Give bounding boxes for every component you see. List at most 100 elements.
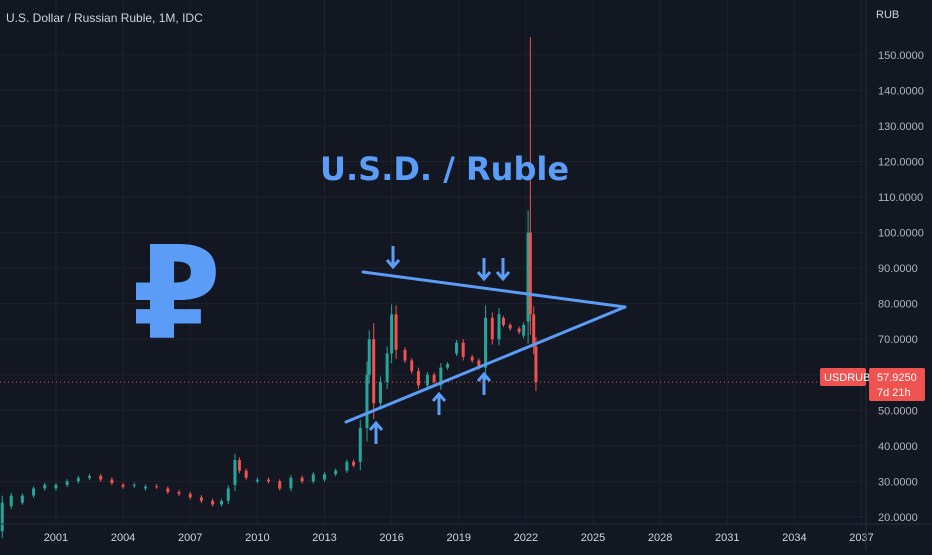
candle (365, 361, 369, 442)
x-tick-label: 2016 (379, 532, 403, 544)
x-tick-label: 2034 (782, 532, 806, 544)
candle-body (432, 374, 436, 382)
candle (470, 354, 474, 363)
upper-trendline (361, 270, 627, 309)
candle-body (454, 342, 458, 354)
candle (490, 312, 494, 345)
x-tick-label: 2010 (245, 532, 269, 544)
candle-body (508, 324, 512, 329)
y-tick-label: 80.0000 (878, 299, 918, 311)
candle-body (490, 317, 494, 340)
candle-body (410, 360, 414, 372)
candle (76, 475, 80, 484)
x-tick-label: 2007 (178, 532, 202, 544)
candle (410, 357, 414, 374)
candle (497, 308, 501, 346)
candle (416, 367, 420, 389)
candle-body (439, 367, 443, 386)
candle (501, 315, 505, 328)
candle (322, 472, 326, 482)
candle-body (352, 461, 356, 466)
candle-body (461, 342, 465, 357)
candle-body (255, 479, 259, 482)
candle (220, 498, 224, 507)
candle (534, 337, 538, 392)
candle-body (311, 474, 315, 482)
candle (289, 475, 293, 492)
y-tick-label: 100.0000 (878, 228, 924, 240)
last-price-badge: USDRUB 57.9250 7d 21h (820, 368, 925, 401)
candle (385, 346, 389, 389)
candle-body (188, 493, 192, 498)
arrow-down-icon (495, 258, 511, 282)
candle-body (132, 484, 136, 486)
candle-body (522, 324, 526, 336)
candle (155, 484, 159, 489)
last-price-value: 57.9250 (877, 372, 917, 384)
candle (345, 459, 349, 473)
x-tick-label: 2028 (648, 532, 672, 544)
candle (311, 472, 315, 484)
candle (439, 363, 443, 390)
arrow-down-icon (385, 246, 401, 270)
candle-body (365, 374, 369, 429)
candle-body (237, 460, 241, 471)
candle (372, 323, 376, 420)
candle-body (501, 317, 505, 325)
candle (121, 482, 125, 489)
candle (88, 473, 92, 480)
grid-layer (0, 0, 866, 524)
candle-body (484, 317, 488, 368)
candle-body (76, 477, 80, 482)
candle-body (43, 484, 47, 489)
y-tick-label: 20.0000 (878, 512, 918, 524)
candle (528, 37, 532, 335)
candle-body (446, 364, 450, 368)
candle-body (497, 314, 501, 340)
price-axis-unit: RUB (876, 9, 899, 21)
candle-body (110, 479, 114, 484)
symbol-badge-label: USDRUB (824, 372, 870, 384)
candle-body (226, 488, 230, 501)
symbol-badge (820, 368, 866, 386)
candle (334, 468, 338, 477)
candle-body (267, 479, 271, 482)
candle (233, 453, 237, 492)
candle (177, 489, 181, 496)
candle-body (9, 495, 13, 507)
price-badge-box (869, 368, 925, 401)
candle (390, 304, 394, 364)
x-tick-label: 2019 (446, 532, 470, 544)
candle (454, 340, 458, 357)
candle-body (477, 360, 481, 368)
headline-annotation: U.S.D. / Ruble (320, 150, 569, 188)
candle-body (394, 314, 398, 350)
y-tick-label: 90.0000 (878, 263, 918, 275)
candle (43, 482, 47, 491)
candle (65, 479, 69, 488)
candle-body (517, 328, 521, 333)
candle-body (65, 481, 69, 485)
candle (358, 419, 362, 471)
candle (532, 306, 536, 355)
candle-body (278, 481, 282, 489)
candle (0, 495, 4, 539)
annotation-layer: U.S.D. / Ruble ₽ (132, 150, 627, 444)
candle-body (403, 349, 407, 361)
candle-body (416, 371, 420, 386)
candle (9, 492, 13, 509)
candle (526, 210, 530, 344)
candle (352, 459, 356, 468)
candle (461, 339, 465, 361)
candle-body (470, 356, 474, 361)
y-tick-label: 120.0000 (878, 156, 924, 168)
candle (367, 330, 371, 384)
candle-body (534, 346, 538, 383)
candle-body (20, 495, 24, 503)
candle-body (372, 339, 376, 404)
candle-body (385, 353, 389, 382)
lower-trendline (344, 305, 627, 424)
y-tick-label: 40.0000 (878, 441, 918, 453)
